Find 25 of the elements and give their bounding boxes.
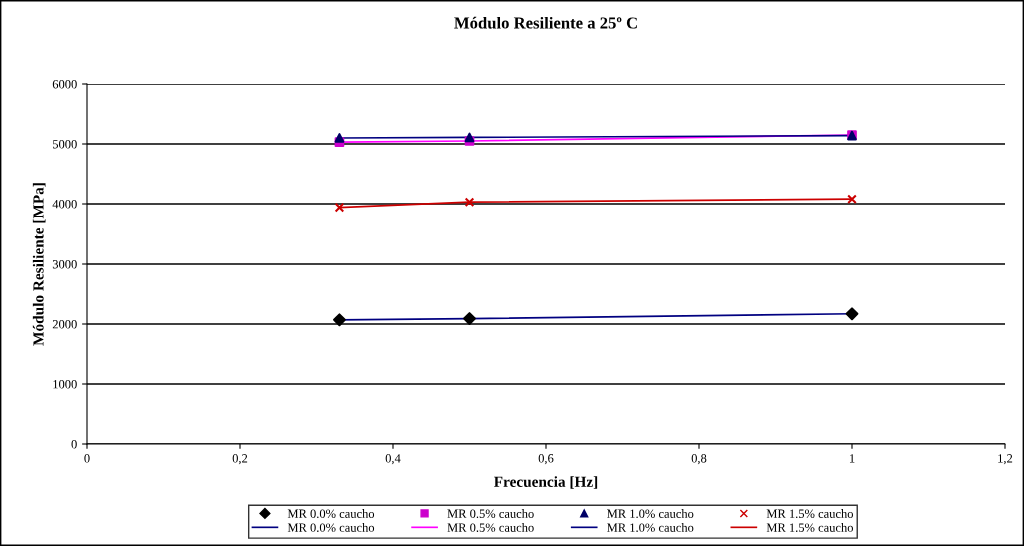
legend-label: MR 1.0% caucho: [607, 523, 694, 532]
x-tick-label: 0,8: [691, 454, 707, 465]
legend-label: MR 1.5% caucho: [766, 509, 853, 518]
chart-title: Módulo Resiliente a 25º C: [454, 16, 637, 29]
y-tick-label: 3000: [52, 260, 77, 269]
legend-label: MR 0.0% caucho: [287, 509, 375, 518]
y-tick-label: 2000: [52, 320, 77, 329]
x-tick-label: 0,4: [385, 454, 401, 465]
x-tick-label: 0,6: [538, 454, 554, 465]
x-tick-label: 0: [84, 454, 90, 463]
legend-label: MR 1.0% caucho: [607, 509, 694, 518]
legend-label: MR 0.0% caucho: [287, 523, 375, 532]
x-tick-label: 1: [849, 454, 855, 463]
x-axis-title: Frecuencia [Hz]: [494, 476, 598, 489]
legend-label: MR 0.5% caucho: [447, 523, 534, 532]
y-tick-label: 0: [71, 440, 77, 449]
y-tick-label: 5000: [53, 140, 77, 149]
x-tick-label: 1,2: [998, 454, 1013, 465]
y-tick-label: 1000: [53, 380, 77, 389]
y-tick-label: 4000: [52, 200, 77, 209]
y-axis-title: Módulo Resiliente [MPa]: [32, 183, 46, 346]
x-tick-label: 0,2: [232, 454, 248, 465]
legend-label: MR 1.5% caucho: [766, 523, 853, 532]
legend-label: MR 0.5% caucho: [447, 509, 534, 518]
y-tick-label: 6000: [52, 80, 77, 89]
